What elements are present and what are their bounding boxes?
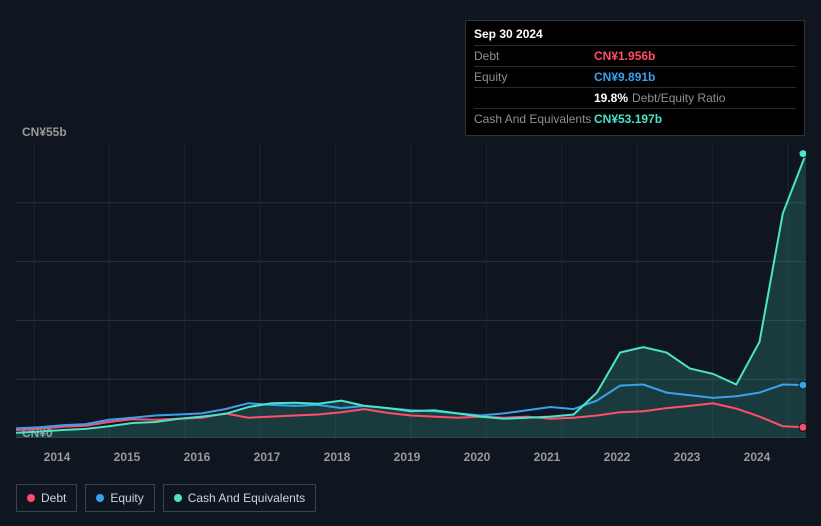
x-axis-label: 2018 — [302, 450, 372, 464]
tooltip-label — [474, 91, 594, 105]
series-marker-cash-and-equivalents — [799, 150, 806, 158]
tooltip-row: 19.8% Debt/Equity Ratio — [474, 87, 796, 108]
legend-item-debt[interactable]: Debt — [16, 484, 77, 512]
tooltip-row: DebtCN¥1.956b — [474, 45, 796, 66]
tooltip-pct-label: Debt/Equity Ratio — [632, 91, 725, 105]
tooltip-row: EquityCN¥9.891b — [474, 66, 796, 87]
legend-label: Debt — [41, 491, 66, 505]
legend-dot-icon — [174, 494, 182, 502]
x-axis-label: 2017 — [232, 450, 302, 464]
legend: Debt Equity Cash And Equivalents — [16, 484, 316, 512]
legend-item-equity[interactable]: Equity — [85, 484, 154, 512]
tooltip-date: Sep 30 2024 — [474, 27, 796, 41]
tooltip-value: CN¥9.891b — [594, 70, 655, 84]
x-axis-label: 2021 — [512, 450, 582, 464]
series-marker-debt — [799, 423, 806, 431]
tooltip-label: Equity — [474, 70, 594, 84]
tooltip-rows: DebtCN¥1.956bEquityCN¥9.891b19.8%Debt/Eq… — [474, 45, 796, 129]
chart-area — [16, 144, 806, 438]
y-axis-max-label: CN¥55b — [22, 125, 67, 139]
legend-dot-icon — [27, 494, 35, 502]
tooltip-value: CN¥53.197b — [594, 112, 662, 126]
x-axis-label: 2019 — [372, 450, 442, 464]
x-axis-label: 2023 — [652, 450, 722, 464]
chart-tooltip: Sep 30 2024 DebtCN¥1.956bEquityCN¥9.891b… — [465, 20, 805, 136]
legend-item-cash-and-equivalents[interactable]: Cash And Equivalents — [163, 484, 316, 512]
x-axis-label: 2024 — [722, 450, 792, 464]
legend-label: Cash And Equivalents — [188, 491, 305, 505]
x-axis-label: 2015 — [92, 450, 162, 464]
series-marker-equity — [799, 381, 806, 389]
chart-svg — [16, 144, 806, 438]
legend-label: Equity — [110, 491, 143, 505]
tooltip-label: Cash And Equivalents — [474, 112, 594, 126]
x-axis-label: 2016 — [162, 450, 232, 464]
tooltip-value: CN¥1.956b — [594, 49, 655, 63]
x-axis-label: 2020 — [442, 450, 512, 464]
x-axis-label: 2014 — [22, 450, 92, 464]
x-axis-label: 2022 — [582, 450, 652, 464]
tooltip-pct: 19.8% — [594, 91, 628, 105]
x-axis-labels: 2014201520162017201820192020202120222023… — [22, 450, 792, 464]
legend-dot-icon — [96, 494, 104, 502]
tooltip-label: Debt — [474, 49, 594, 63]
tooltip-row: Cash And EquivalentsCN¥53.197b — [474, 108, 796, 129]
